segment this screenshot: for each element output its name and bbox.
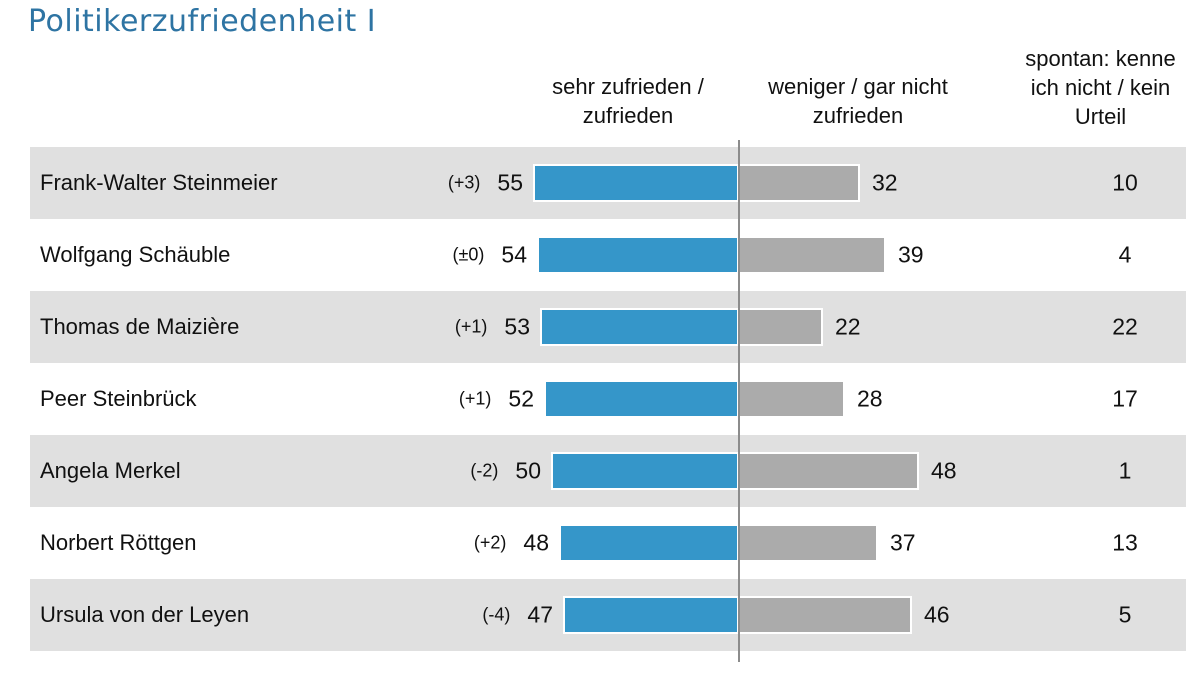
change-value: (-4) [482, 604, 511, 625]
politician-name: Frank-Walter Steinmeier [40, 170, 278, 195]
table-row: Angela Merkel (-2) 50 48 1 [30, 435, 1186, 507]
politician-name: Wolfgang Schäuble [40, 242, 231, 267]
change-value: (+1) [454, 316, 488, 337]
approve-labels: (+1) 52 [459, 386, 534, 413]
approve-bar [540, 308, 741, 346]
approve-bar [551, 452, 741, 490]
disapprove-bar [737, 524, 878, 562]
politician-name: Peer Steinbrück [40, 386, 197, 411]
approve-bar [559, 524, 741, 562]
change-value: (±0) [452, 244, 485, 265]
column-header-unknown: spontan: kenne ich nicht / kein Urteil [1025, 46, 1176, 129]
table-row: Frank-Walter Steinmeier (+3) 55 32 10 [30, 147, 1186, 219]
disapprove-value: 48 [931, 457, 957, 484]
rows-container: Frank-Walter Steinmeier (+3) 55 32 10 Wo… [30, 147, 1186, 651]
approve-value: 53 [504, 313, 530, 340]
approve-labels: (+3) 55 [448, 170, 523, 197]
approve-value: 47 [527, 601, 553, 628]
disapprove-bar [737, 380, 845, 418]
disapprove-value: 46 [924, 601, 950, 628]
disapprove-bar [737, 308, 823, 346]
approve-labels: (±0) 54 [453, 242, 527, 269]
column-header-approve: sehr zufrieden / zufrieden [552, 74, 704, 128]
disapprove-bar [737, 452, 919, 490]
approve-bar [537, 236, 741, 274]
disapprove-value: 39 [898, 241, 924, 268]
center-axis-line [738, 140, 740, 662]
approve-value: 50 [515, 457, 541, 484]
approve-value: 54 [501, 241, 527, 268]
disapprove-value: 22 [835, 313, 861, 340]
approve-bar [563, 596, 741, 634]
politician-name: Ursula von der Leyen [40, 602, 250, 627]
approve-labels: (+2) 48 [474, 530, 549, 557]
table-row: Wolfgang Schäuble (±0) 54 39 4 [30, 219, 1186, 291]
column-header-disapprove: weniger / gar nicht zufrieden [768, 74, 948, 128]
approve-value: 48 [523, 529, 549, 556]
politician-name: Thomas de Maizière [40, 314, 240, 339]
disapprove-value: 28 [857, 385, 883, 412]
disapprove-bar [737, 236, 886, 274]
change-value: (+3) [447, 172, 481, 193]
approve-value: 55 [497, 169, 523, 196]
change-value: (+2) [473, 532, 507, 553]
unknown-value: 22 [1112, 313, 1138, 340]
unknown-value: 17 [1112, 385, 1138, 412]
table-row: Ursula von der Leyen (-4) 47 46 5 [30, 579, 1186, 651]
approve-bar [544, 380, 741, 418]
disapprove-value: 37 [890, 529, 916, 556]
table-row: Peer Steinbrück (+1) 52 28 17 [30, 363, 1186, 435]
disapprove-bar [737, 596, 912, 634]
table-row: Norbert Röttgen (+2) 48 37 13 [30, 507, 1186, 579]
approve-value: 52 [508, 385, 534, 412]
politician-name: Angela Merkel [40, 458, 181, 483]
table-row: Thomas de Maizière (+1) 53 22 22 [30, 291, 1186, 363]
change-value: (-2) [470, 460, 499, 481]
approve-labels: (-2) 50 [470, 458, 541, 485]
change-value: (+1) [458, 388, 492, 409]
disapprove-value: 32 [872, 169, 898, 196]
approve-bar [533, 164, 741, 202]
unknown-value: 1 [1118, 457, 1132, 484]
approve-labels: (+1) 53 [455, 314, 530, 341]
unknown-value: 13 [1112, 529, 1138, 556]
unknown-value: 5 [1118, 601, 1132, 628]
unknown-value: 4 [1118, 241, 1132, 268]
approve-labels: (-4) 47 [482, 602, 553, 629]
politician-name: Norbert Röttgen [40, 530, 197, 555]
disapprove-bar [737, 164, 860, 202]
unknown-value: 10 [1112, 169, 1138, 196]
chart-title: Politikerzufriedenheit I [28, 4, 377, 39]
